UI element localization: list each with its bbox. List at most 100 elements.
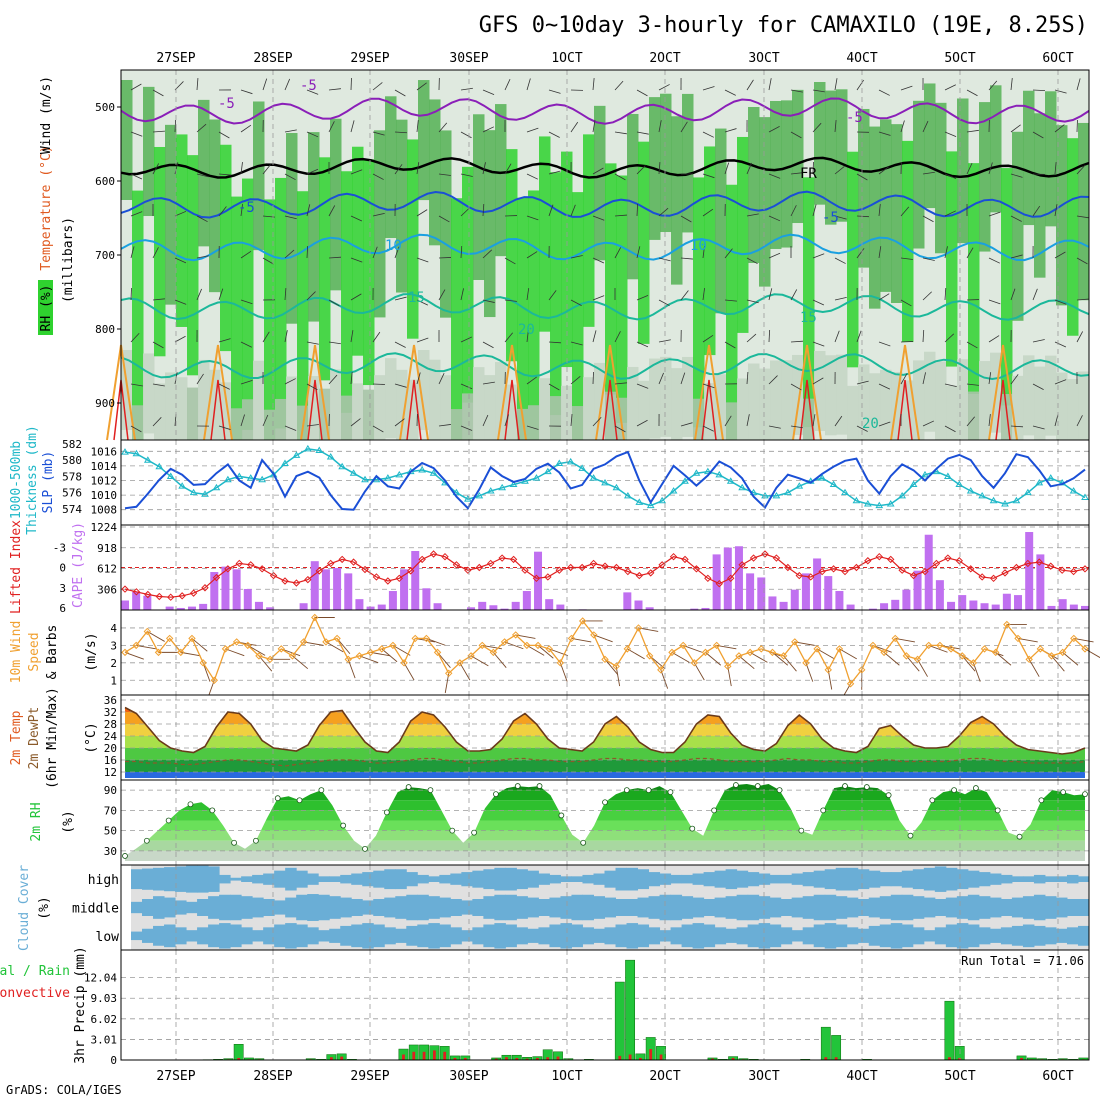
cloud-cell [858, 929, 870, 943]
cloud-cell [957, 923, 969, 949]
rh-shade [462, 167, 474, 403]
temp-tick-label: 32 [104, 706, 117, 719]
cape-bar [791, 590, 799, 610]
cape-bar [813, 558, 821, 610]
cloud-cell [693, 898, 705, 918]
temp-tick-label: 24 [104, 730, 118, 743]
cape-bar [422, 588, 430, 610]
cloud-cell [208, 896, 220, 919]
rh-shade [891, 124, 903, 303]
rh-shade [242, 179, 254, 430]
li-tick-label: -3 [53, 541, 66, 554]
date-label-top: 29SEP [350, 51, 389, 66]
cloud-cell [417, 925, 429, 948]
rh-shade-low [1023, 355, 1035, 435]
rh-shade [319, 157, 331, 380]
rh-shade [121, 80, 133, 200]
rh-point [799, 828, 804, 833]
rh-shade-low [385, 358, 397, 438]
cape-bar [322, 569, 330, 610]
cloud-cell [274, 871, 286, 888]
cape-bar [1070, 605, 1078, 610]
precip-label-convective: Convective [0, 986, 70, 1001]
cloud-cell [450, 927, 462, 944]
cloud-cell [902, 925, 914, 948]
rh-tick-label: 30 [104, 845, 117, 858]
rh-point [646, 788, 651, 793]
rh-point [777, 788, 782, 793]
thickness-tick-label: 578 [62, 470, 82, 483]
cloud-cell [1078, 926, 1090, 946]
rh-shade [946, 151, 958, 366]
contour-label: -5 [218, 96, 235, 112]
rh-shade [1045, 91, 1057, 226]
cloud-cell [428, 876, 440, 882]
rh-shade [737, 137, 749, 333]
rh-shade [583, 134, 595, 326]
date-label-top: 1OCT [551, 51, 582, 66]
cape-bar [1048, 606, 1056, 610]
cloud-cell [340, 875, 352, 884]
cloud-cell [516, 869, 528, 889]
cloud-cell [1001, 875, 1013, 884]
cape-bar [233, 569, 241, 610]
cloud-cell [164, 925, 176, 948]
cloud-cell [715, 871, 727, 888]
contour-label: 15 [800, 310, 817, 326]
cloud-cell [395, 869, 407, 889]
cloud-cell [748, 925, 760, 948]
date-label-top: 5OCT [944, 51, 975, 66]
cape-bar [925, 535, 933, 610]
cloud-cell [715, 898, 727, 918]
cape-bar [992, 605, 1000, 610]
cloud-label-a: Cloud Cover [17, 865, 32, 951]
cloud-cell [979, 896, 991, 919]
cloud-cell [560, 896, 572, 919]
cloud-cell [340, 898, 352, 918]
temp-label-c: (6hr Min/Max) [45, 687, 60, 789]
rh-point [559, 813, 564, 818]
cloud-label-b: (%) [37, 896, 52, 919]
cloud-cell [307, 874, 319, 885]
cloud-cell [131, 869, 143, 889]
cloud-cell [395, 929, 407, 943]
cloud-cell [957, 896, 969, 919]
cape-tick-label: 306 [97, 583, 117, 596]
precip-total-bar [831, 1035, 840, 1060]
rh-point [275, 796, 280, 801]
thickness-tick-label: 582 [62, 438, 82, 451]
cloud-cell [318, 895, 330, 921]
precip-tick-label: 9.03 [91, 992, 118, 1005]
cloud-cell [880, 872, 892, 886]
upper-label-mb: (millibars) [61, 217, 76, 303]
upper-label-wind: Wind (m/s) [39, 76, 54, 154]
cloud-cell [219, 923, 231, 949]
cloud-cell [814, 925, 826, 948]
cloud-cell [814, 895, 826, 921]
cloud-cell [395, 896, 407, 919]
contour-label: FR [800, 166, 817, 182]
cloud-cell [175, 866, 187, 892]
precip-total-bar [625, 960, 634, 1060]
cape-bar [478, 602, 486, 610]
cloud-cell [417, 875, 429, 884]
rh-point [166, 818, 171, 823]
rh-shade [990, 85, 1002, 212]
cape-bar [958, 595, 966, 610]
cloud-cell [726, 896, 738, 919]
rh-band [121, 841, 1089, 851]
y-tick-label: 800 [95, 323, 115, 336]
cloud-cell [1034, 926, 1046, 946]
cloud-cell [461, 872, 473, 886]
cloud-cell [1023, 896, 1035, 919]
cloud-cell [836, 868, 848, 891]
cloud-cell [241, 896, 253, 919]
rh-point [428, 788, 433, 793]
rh-point [821, 808, 826, 813]
cloud-cell [869, 926, 881, 946]
cloud-cell [362, 872, 374, 886]
rh-shade [143, 87, 155, 216]
cloud-cell [781, 927, 793, 944]
